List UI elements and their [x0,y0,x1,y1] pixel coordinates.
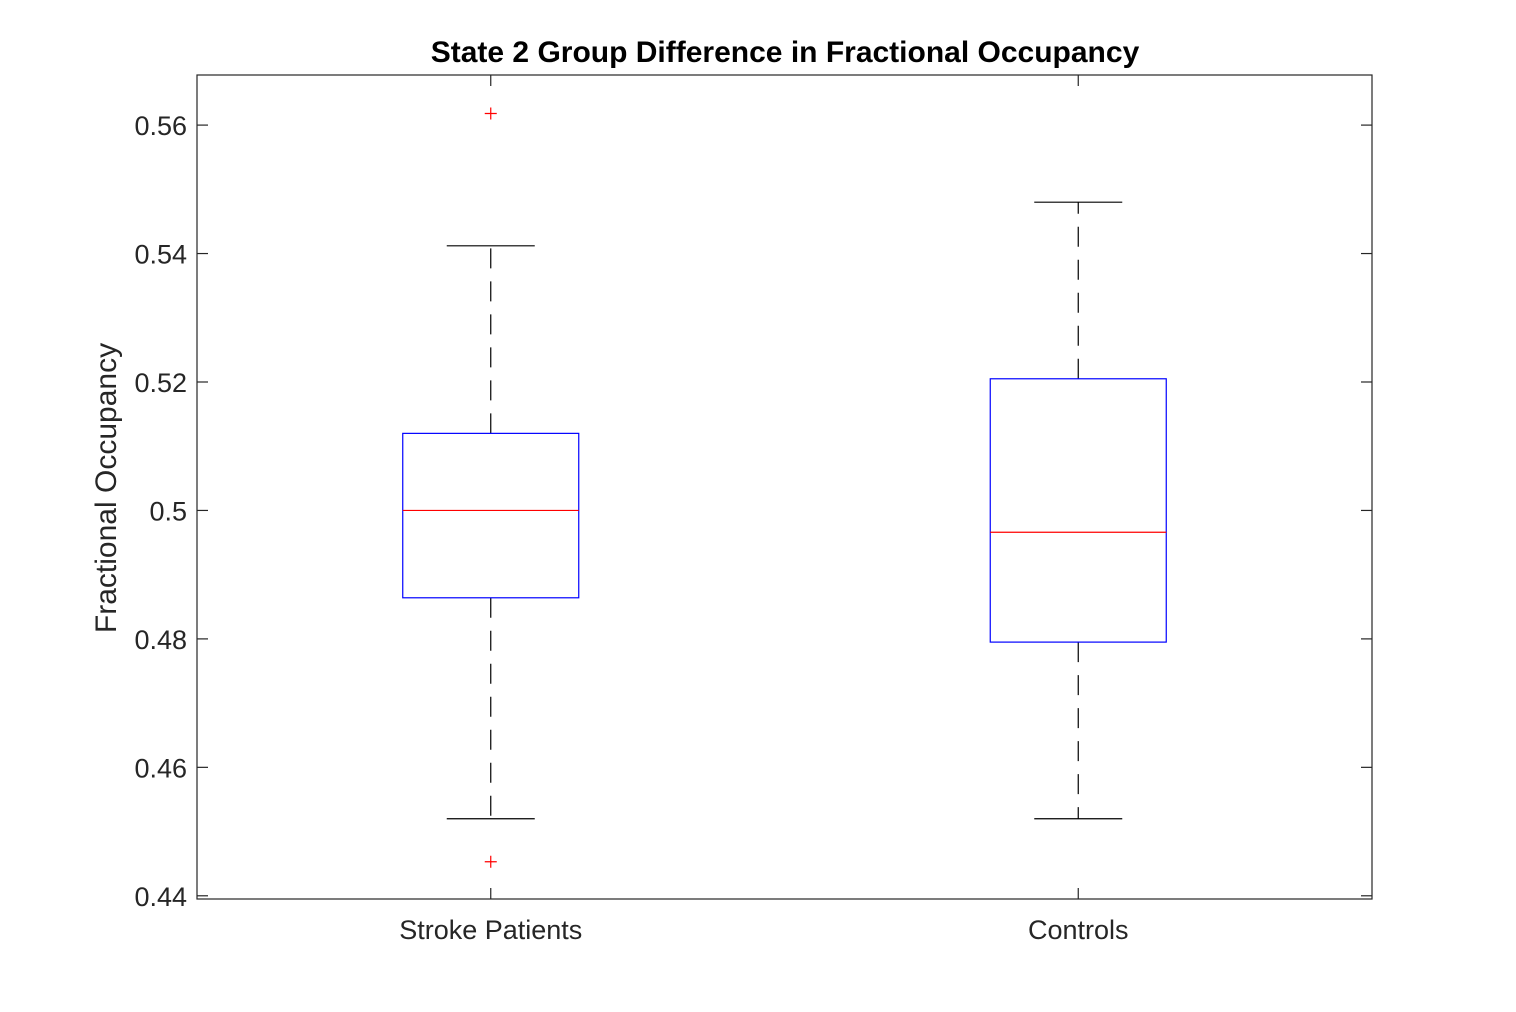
y-tick-label: 0.44 [134,882,187,912]
outlier-marker [484,855,497,868]
x-tick-label: Stroke Patients [399,915,582,945]
y-axis-label: Fractional Occupancy [90,343,123,633]
chart-title: State 2 Group Difference in Fractional O… [431,36,1140,69]
y-tick-label: 0.54 [134,240,187,270]
y-tick-label: 0.48 [134,625,187,655]
axes-frame [196,74,1373,900]
plot-area: 0.44 0.46 0.48 0.5 0.52 0.54 0.56 Stroke Patien… [134,74,1373,945]
y-tick-label: 0.5 [149,496,187,526]
box-iqr [989,378,1167,643]
y-tick-label: 0.56 [134,111,187,141]
outlier-marker [484,107,497,120]
x-tick-label: Controls [1028,915,1129,945]
y-tick-label: 0.52 [134,368,187,398]
box-iqr [402,432,580,599]
y-tick-label: 0.46 [134,753,187,783]
